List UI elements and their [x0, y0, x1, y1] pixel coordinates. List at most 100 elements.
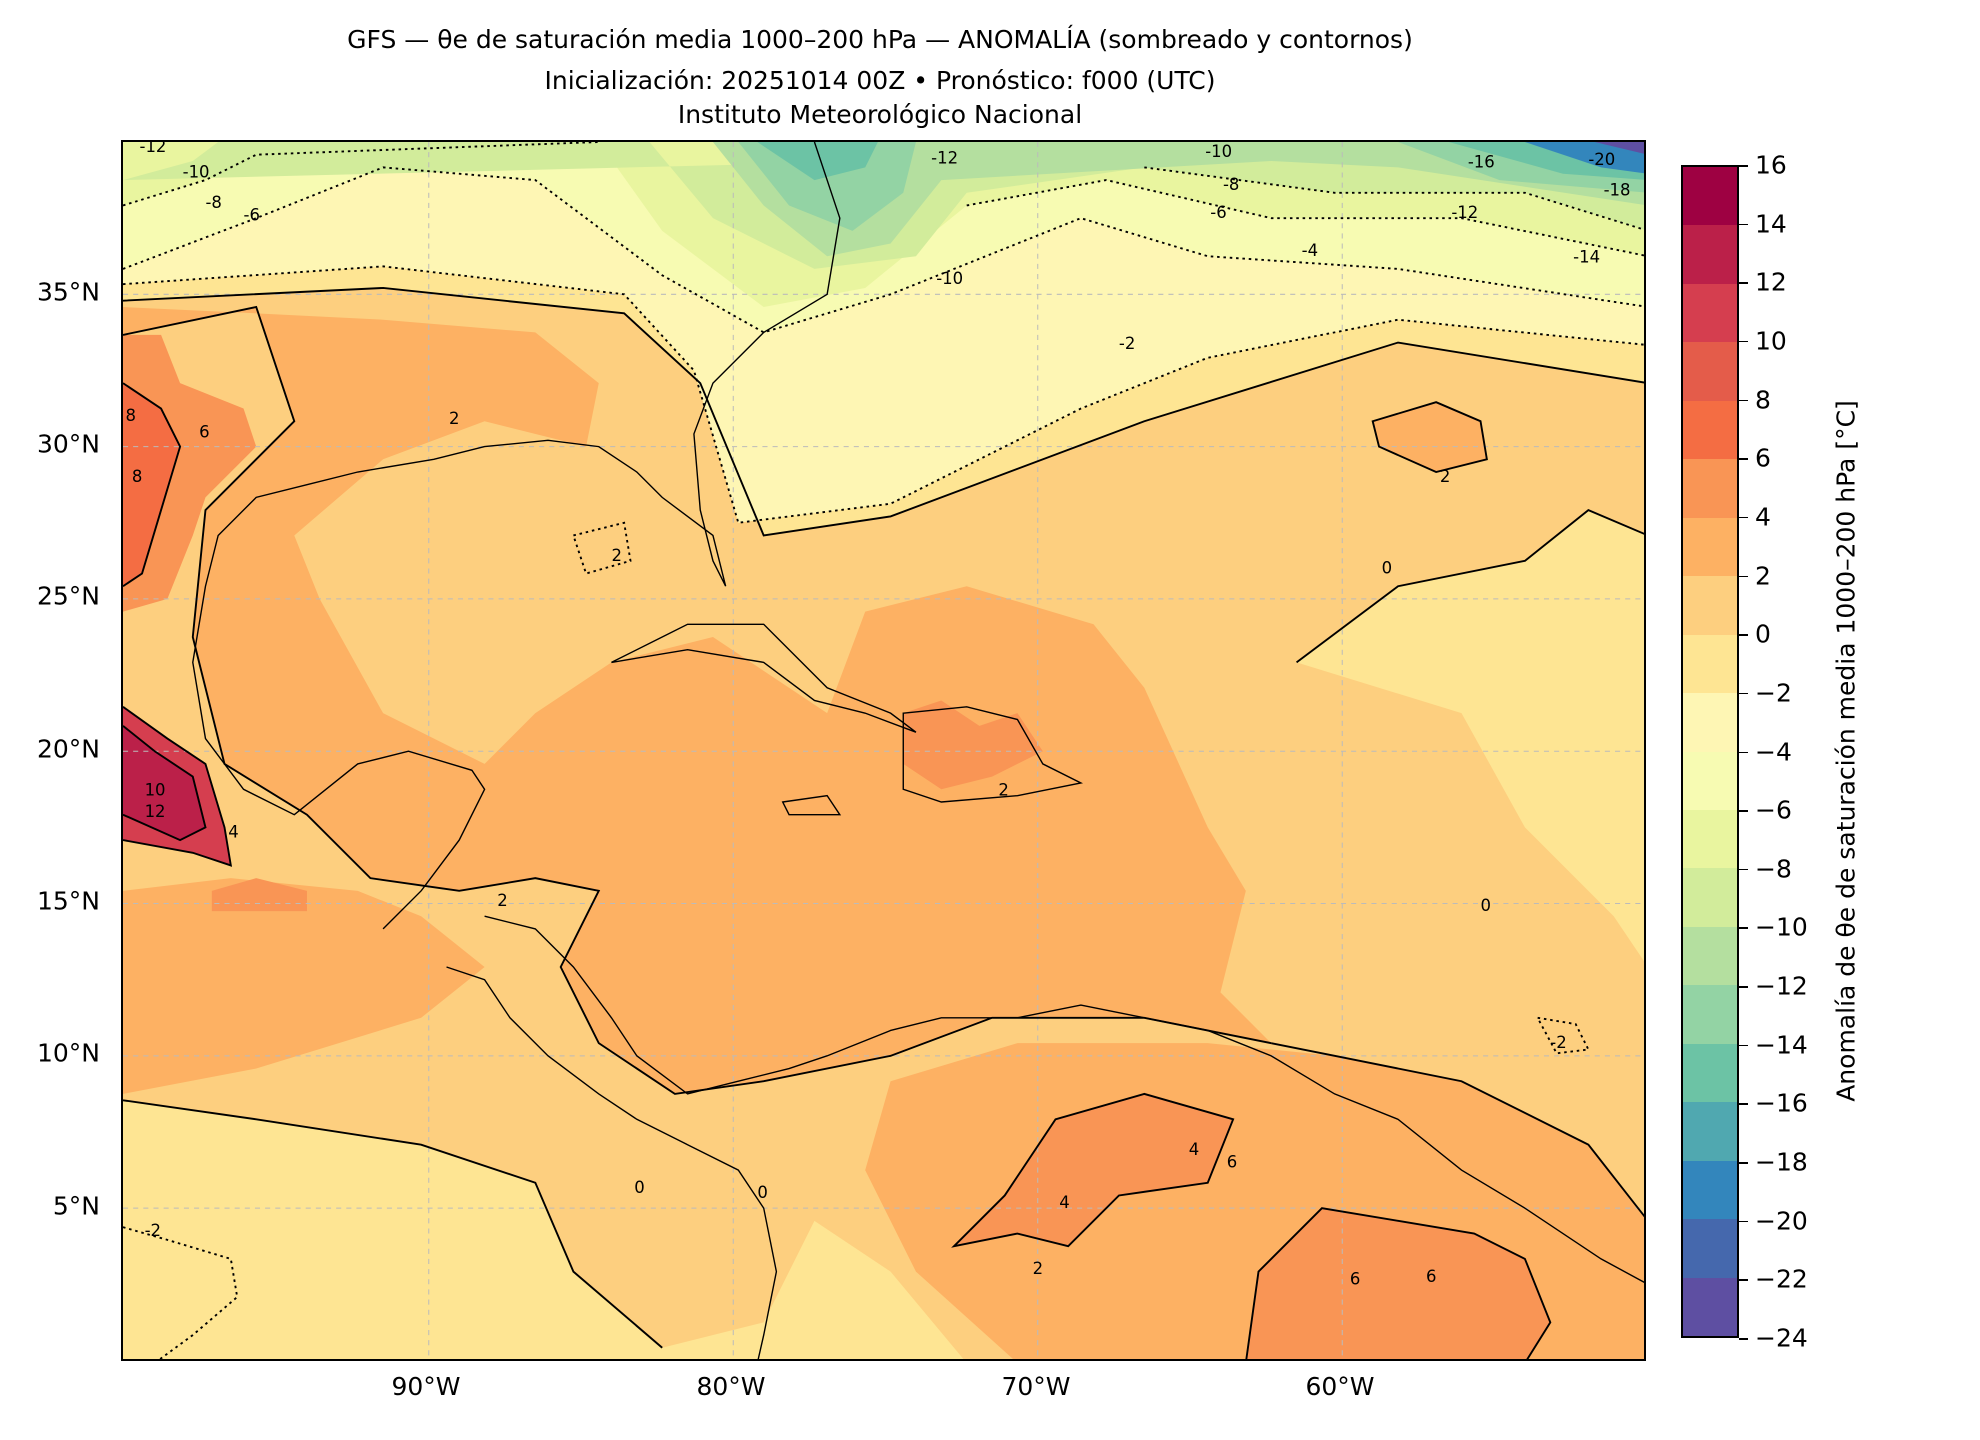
contour-label: 8 [126, 406, 136, 425]
lon-tick-label: 90°W [391, 1372, 461, 1401]
colorbar-segment [1683, 751, 1737, 810]
field-12-14 [123, 725, 206, 841]
colorbar-tick-label: −8 [1755, 854, 1792, 884]
colorbar-tick-label: 16 [1755, 150, 1787, 180]
colorbar-tick-label: −18 [1755, 1147, 1808, 1177]
negative-contours [123, 142, 1644, 1359]
colorbar-segment [1683, 1160, 1737, 1220]
colorbar-segment [1683, 809, 1737, 869]
lat-tick-label: 10°N [36, 1038, 100, 1068]
contour-label: -10 [183, 163, 210, 182]
positive-contours [123, 287, 1644, 1359]
field-2-4-pacific [123, 878, 485, 1094]
field-4-6-guianas [1246, 1208, 1551, 1359]
colorbar-segment [1683, 926, 1737, 986]
colorbar-tick-label: −14 [1755, 1030, 1808, 1060]
contour-label: -2 [1119, 334, 1135, 353]
gridlines [123, 142, 1644, 1359]
contour-labels: -12 -10 -8 -6 -12 -10 -10 -8 -6 -4 -2 -1… [126, 142, 1631, 1288]
contour-label: 12 [145, 802, 166, 821]
colorbar-tick-label: 10 [1755, 326, 1787, 356]
colorbar-segment [1683, 342, 1737, 401]
field-6-8 [123, 383, 181, 587]
colorbar-tick-label: −16 [1755, 1088, 1808, 1118]
field-2-4-atlantic [1372, 402, 1487, 472]
colorbar-tick [1739, 986, 1748, 988]
colorbar-tick [1739, 927, 1748, 929]
chart-title: GFS — θe de saturación media 1000–200 hP… [347, 25, 1413, 54]
lat-tick-label: 5°N [52, 1191, 100, 1221]
contour-label: -16 [1468, 152, 1495, 171]
colorbar-segment [1683, 225, 1737, 284]
lat-tick-label: 15°N [36, 886, 100, 916]
contour-label: 0 [634, 1178, 644, 1197]
chart-subtitle: Inicialización: 20251014 00Z • Pronóstic… [544, 66, 1216, 95]
colorbar-tick [1739, 634, 1748, 636]
chart-institution: Instituto Meteorológico Nacional [677, 100, 1083, 129]
colorbar-segment [1683, 985, 1737, 1044]
colorbar-tick-label: −2 [1755, 678, 1792, 708]
colorbar-segment [1683, 1043, 1737, 1103]
contour-label: -8 [1223, 175, 1239, 194]
colorbar-tick [1739, 516, 1748, 519]
contour-label: 2 [998, 781, 1008, 800]
contour-label: -8 [205, 193, 221, 212]
field-2-4-gulf-caribbean [123, 307, 1272, 1094]
contour-label: 2 [497, 891, 507, 910]
contour-label: 6 [1227, 1153, 1237, 1172]
lon-tick-label: 80°W [696, 1372, 766, 1401]
contour-label: -10 [936, 269, 963, 288]
contour-label: 6 [1426, 1267, 1436, 1286]
colorbar-tick [1739, 868, 1748, 871]
lat-tick-label: 20°N [36, 734, 100, 764]
contour-label: -12 [139, 142, 166, 156]
colorbar-tick [1739, 1162, 1748, 1164]
colorbar-tick [1739, 223, 1748, 226]
colorbar-segment [1683, 167, 1737, 226]
contour-label: 4 [228, 823, 238, 842]
contour-label: -14 [1573, 248, 1600, 267]
contour-label: 0 [757, 1183, 767, 1202]
contour-label: 0 [1481, 896, 1491, 915]
contour-label: 2 [1440, 467, 1450, 486]
colorbar-tick [1739, 751, 1748, 753]
field-neg20-neg18 [1524, 142, 1644, 174]
colorbar-tick [1739, 1220, 1748, 1223]
colorbar-tick [1739, 458, 1748, 460]
colorbar-segment [1683, 693, 1737, 752]
contour-label: -18 [1604, 180, 1631, 199]
colorbar-tick [1739, 282, 1748, 284]
contour-label: 2 [611, 546, 621, 565]
coastlines [192, 142, 1644, 1359]
contour-label: 0 [1382, 559, 1392, 578]
colorbar-tick-label: −10 [1755, 912, 1808, 942]
colorbar-tick [1739, 810, 1748, 812]
field-neg2-0-south [123, 1100, 964, 1359]
colorbar-tick [1739, 1103, 1748, 1105]
lat-tick-label: 35°N [36, 277, 100, 307]
colorbar-segment [1683, 400, 1737, 460]
colorbar-tick-label: −6 [1755, 795, 1792, 825]
contour-label: 10 [145, 781, 166, 800]
contour-label: 8 [132, 467, 142, 486]
field-neg24-neg22 [1594, 142, 1644, 154]
colorbar-segment [1683, 868, 1737, 927]
lat-tick-label: 25°N [36, 581, 100, 611]
contour-label: 4 [1189, 1140, 1199, 1159]
colorbar-tick [1739, 1338, 1748, 1340]
contour-label: -6 [244, 206, 260, 225]
contour-label: 6 [1350, 1269, 1360, 1288]
colorbar-tick-label: −22 [1755, 1264, 1808, 1294]
colorbar-tick-label: 12 [1755, 267, 1787, 297]
colorbar-segment [1683, 1102, 1737, 1161]
field-4-6-coast [211, 878, 307, 912]
colorbar-segment [1683, 576, 1737, 635]
field-neg12-neg10 [712, 142, 1644, 257]
contour-label: -6 [1210, 203, 1226, 222]
colorbar-tick [1739, 575, 1748, 578]
colorbar-tick-label: −4 [1755, 737, 1792, 766]
contour-label: -2 [1550, 1033, 1566, 1052]
contour-label: -2 [145, 1221, 161, 1240]
colorbar-tick [1739, 1044, 1748, 1047]
lat-tick-label: 30°N [36, 429, 100, 459]
